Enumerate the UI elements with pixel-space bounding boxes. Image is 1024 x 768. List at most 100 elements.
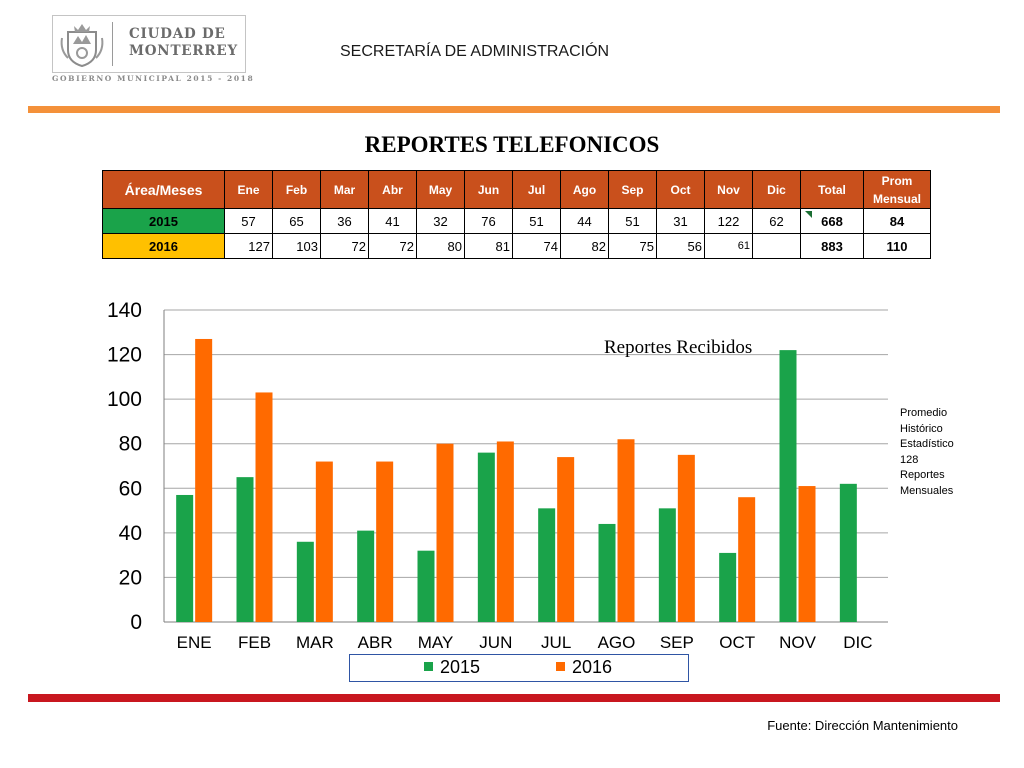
month-header: Sep	[608, 170, 657, 209]
historical-average-note: Promedio Histórico Estadístico 128 Repor…	[900, 406, 954, 499]
value-cell: 65	[272, 208, 321, 234]
bar-2015-dic	[839, 483, 857, 622]
year-cell: 2016	[102, 233, 225, 259]
source-note: Fuente: Dirección Mantenimiento	[767, 718, 958, 733]
x-tick-label: SEP	[660, 633, 694, 650]
value-cell: 122	[704, 208, 753, 234]
bar-2016-nov	[798, 486, 816, 622]
bar-2016-feb	[255, 392, 273, 622]
month-header: Oct	[656, 170, 705, 209]
bar-2016-sep	[677, 454, 695, 622]
value-cell: 127	[224, 233, 273, 259]
city-seal-icon	[60, 24, 104, 68]
note-line: Mensuales	[900, 484, 954, 497]
value-cell: 62	[752, 208, 801, 234]
x-tick-label: JUN	[479, 633, 512, 650]
bar-2015-ago	[598, 523, 616, 622]
x-tick-label: MAR	[296, 633, 334, 650]
y-tick-label: 120	[107, 344, 142, 367]
value-cell: 80	[416, 233, 465, 259]
bar-2015-abr	[357, 530, 375, 622]
note-line: Promedio	[900, 407, 948, 419]
x-tick-label: MAY	[418, 633, 454, 650]
total-header: Total	[800, 170, 864, 209]
x-tick-label: OCT	[719, 633, 755, 650]
value-cell: 75	[608, 233, 657, 259]
prom-cell: 110	[863, 233, 931, 259]
top-accent-bar	[28, 106, 1000, 113]
legend-swatch-2016	[556, 661, 565, 671]
legend-label-2015: 2015	[440, 657, 481, 677]
bar-2015-may	[417, 550, 435, 622]
year-cell: 2015	[102, 208, 225, 234]
y-tick-label: 140	[107, 299, 142, 322]
bar-2016-ene	[195, 338, 213, 622]
x-tick-label: JUL	[541, 633, 571, 650]
value-cell: 57	[224, 208, 273, 234]
month-header: Feb	[272, 170, 321, 209]
bar-2016-abr	[376, 461, 394, 622]
bar-2015-ene	[176, 494, 194, 622]
value-cell: 76	[464, 208, 513, 234]
y-tick-label: 100	[107, 388, 142, 411]
area-header: Área/Meses	[102, 170, 225, 209]
logo-line-1: CIUDAD DE	[129, 26, 226, 42]
bar-chart: 0 20 40 60 80 100 120 140 ENE FEB MAR ABR MAY JUN JUL A…	[107, 299, 888, 650]
chart-legend: 2015 2016	[349, 654, 689, 682]
logo-tagline: GOBIERNO MUNICIPAL 2015 - 2018	[52, 74, 255, 83]
x-tick-label: AGO	[598, 633, 636, 650]
value-cell: 56	[656, 233, 705, 259]
note-line: Histórico	[900, 422, 943, 435]
city-logo: CIUDAD DE MONTERREY	[52, 15, 246, 73]
value-cell: 32	[416, 208, 465, 234]
note-line: Reportes	[900, 469, 945, 481]
bar-2015-nov	[779, 350, 797, 622]
legend-swatch-2015	[424, 661, 433, 671]
legend-item-2016: 2016	[556, 657, 612, 678]
department-name: SECRETARÍA DE ADMINISTRACIÓN	[340, 43, 610, 60]
note-line: 128	[900, 453, 919, 466]
value-cell	[752, 233, 801, 259]
month-header: Ene	[224, 170, 273, 209]
value-cell: 44	[560, 208, 609, 234]
bar-2015-jul	[538, 508, 556, 622]
value-cell: 36	[320, 208, 369, 234]
bar-2015-sep	[658, 508, 676, 622]
month-header: Dic	[752, 170, 801, 209]
y-tick-label: 60	[119, 477, 142, 500]
x-tick-label: NOV	[779, 633, 817, 650]
y-tick-label: 80	[119, 433, 142, 456]
month-header: Ago	[560, 170, 609, 209]
legend-item-2015: 2015	[424, 657, 480, 678]
month-header: Nov	[704, 170, 753, 209]
value-cell: 61	[704, 233, 753, 259]
value-cell: 51	[512, 208, 561, 234]
note-line: Estadístico	[900, 438, 954, 450]
bar-2016-oct	[738, 497, 756, 622]
bar-2016-jul	[557, 457, 575, 622]
cell-comment-marker	[805, 211, 812, 218]
table-header-row: Área/Meses Ene Feb Mar Abr May Jun Jul A…	[102, 170, 931, 209]
value-cell: 72	[320, 233, 369, 259]
x-tick-label: DIC	[843, 633, 872, 650]
month-header: Mar	[320, 170, 369, 209]
page-title: REPORTES TELEFONICOS	[364, 132, 660, 157]
table-row: 2016 127 103 72 72 80 81 74 82 75 56 61 …	[102, 233, 931, 259]
logo-divider	[112, 22, 113, 66]
x-tick-label: FEB	[238, 633, 271, 650]
bar-2016-jun	[496, 441, 514, 622]
month-header: Jun	[464, 170, 513, 209]
y-tick-label: 0	[130, 611, 142, 634]
value-cell: 103	[272, 233, 321, 259]
value-cell: 51	[608, 208, 657, 234]
value-cell: 72	[368, 233, 417, 259]
value-cell: 82	[560, 233, 609, 259]
month-header: Jul	[512, 170, 561, 209]
bottom-accent-bar	[28, 694, 1000, 702]
legend-label-2016: 2016	[572, 657, 613, 677]
value-cell: 81	[464, 233, 513, 259]
bar-2016-ago	[617, 439, 635, 622]
value-cell: 31	[656, 208, 705, 234]
table-row: 2015 57 65 36 41 32 76 51 44 51 31 122 6…	[102, 208, 931, 234]
prom-cell: 84	[863, 208, 931, 234]
